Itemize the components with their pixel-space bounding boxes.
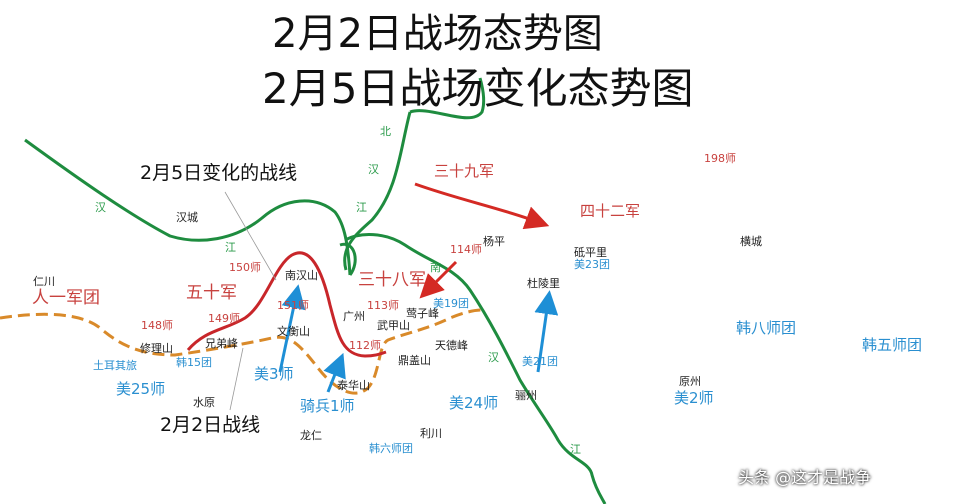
river-label: 汉 — [95, 201, 106, 214]
annotation-leader-lines — [224, 191, 277, 411]
feb2-front-line — [0, 308, 483, 395]
place-wenhengshan: 文衡山 — [277, 325, 310, 338]
place-lichuan: 利川 — [420, 427, 442, 440]
place-tiandefeng: 天德峰 — [435, 339, 468, 352]
cn-div-150: 150师 — [229, 261, 261, 274]
feb5-front-line — [186, 251, 387, 358]
cn-div-198: 198师 — [704, 152, 736, 165]
title-feb2: 2月2日战场态势图 — [272, 11, 603, 57]
us-div-24: 美24师 — [449, 394, 499, 412]
place-taihuashan: 泰华山 — [337, 379, 370, 392]
title-feb5: 2月5日战场变化态势图 — [262, 64, 694, 113]
rok-div-6: 韩六师团 — [369, 442, 413, 455]
us-div-3: 美3师 — [254, 365, 294, 383]
cn-army-50: 五十军 — [186, 283, 237, 303]
us-reg-21: 美21团 — [522, 355, 558, 368]
han-river — [24, 77, 607, 504]
place-yuanzhou: 原州 — [679, 375, 701, 388]
place-dulingli: 杜陵里 — [527, 277, 560, 290]
watermark: 头条 @这才是战争 — [738, 468, 872, 487]
place-renchuan: 仁川 — [33, 275, 55, 288]
place-dipingli: 砥平里 — [574, 246, 607, 259]
cn-div-149: 149师 — [208, 312, 240, 325]
place-xiongdifeng: 兄弟峰 — [205, 337, 238, 350]
note-feb2-front: 2月2日战线 — [160, 414, 261, 436]
us-reg-23: 美23团 — [574, 258, 610, 271]
cn-army-39: 三十九军 — [434, 162, 495, 180]
us-div-25: 美25师 — [116, 380, 166, 398]
place-lizhou: 骊州 — [515, 389, 537, 402]
cn-div-113: 113师 — [367, 299, 399, 312]
rok-reg-15: 韩15团 — [176, 356, 212, 369]
place-longren: 龙仁 — [300, 429, 322, 442]
place-dinggaishan: 鼎盖山 — [398, 354, 431, 367]
cn-div-148: 148师 — [141, 319, 173, 332]
cn-div-114: 114师 — [450, 243, 482, 256]
turkish-brigade: 土耳其旅 — [93, 359, 137, 372]
place-yingzifeng: 莺子峰 — [406, 307, 439, 320]
cn-attack-arrows — [414, 182, 550, 299]
cn-div-151: 151师 — [277, 299, 309, 312]
place-yangping: 杨平 — [483, 235, 505, 248]
place-hengcheng: 横城 — [740, 235, 762, 248]
place-nanhanshan: 南汉山 — [285, 269, 318, 282]
river-label: 江 — [225, 241, 236, 254]
place-shuiyuan: 水原 — [193, 396, 215, 409]
river-label: 南 — [430, 261, 441, 274]
place-seoul: 汉城 — [176, 211, 198, 224]
cn-div-112: 112师 — [349, 339, 381, 352]
note-feb5-front: 2月5日变化的战线 — [140, 162, 298, 184]
us-div-2: 美2师 — [674, 389, 714, 407]
un-attack-arrows — [278, 284, 559, 393]
cn-army-42: 四十二军 — [580, 202, 641, 220]
us-cav-1: 骑兵1师 — [300, 397, 355, 415]
place-xiulishan: 修理山 — [140, 342, 173, 355]
place-wujiashan: 武甲山 — [377, 319, 410, 332]
river-label: 汉 — [488, 351, 499, 364]
rok-div-5: 韩五师团 — [862, 336, 923, 354]
river-label: 江 — [356, 201, 367, 214]
cn-group-1: 人一军团 — [32, 288, 100, 308]
cn-army-38: 三十八军 — [358, 270, 426, 290]
place-guangzhou: 广州 — [343, 310, 365, 323]
river-label: 江 — [570, 443, 581, 456]
rok-div-8: 韩八师团 — [736, 319, 797, 337]
us-reg-19: 美19团 — [433, 297, 469, 310]
river-label: 北 — [380, 125, 391, 138]
river-label: 汉 — [368, 163, 379, 176]
